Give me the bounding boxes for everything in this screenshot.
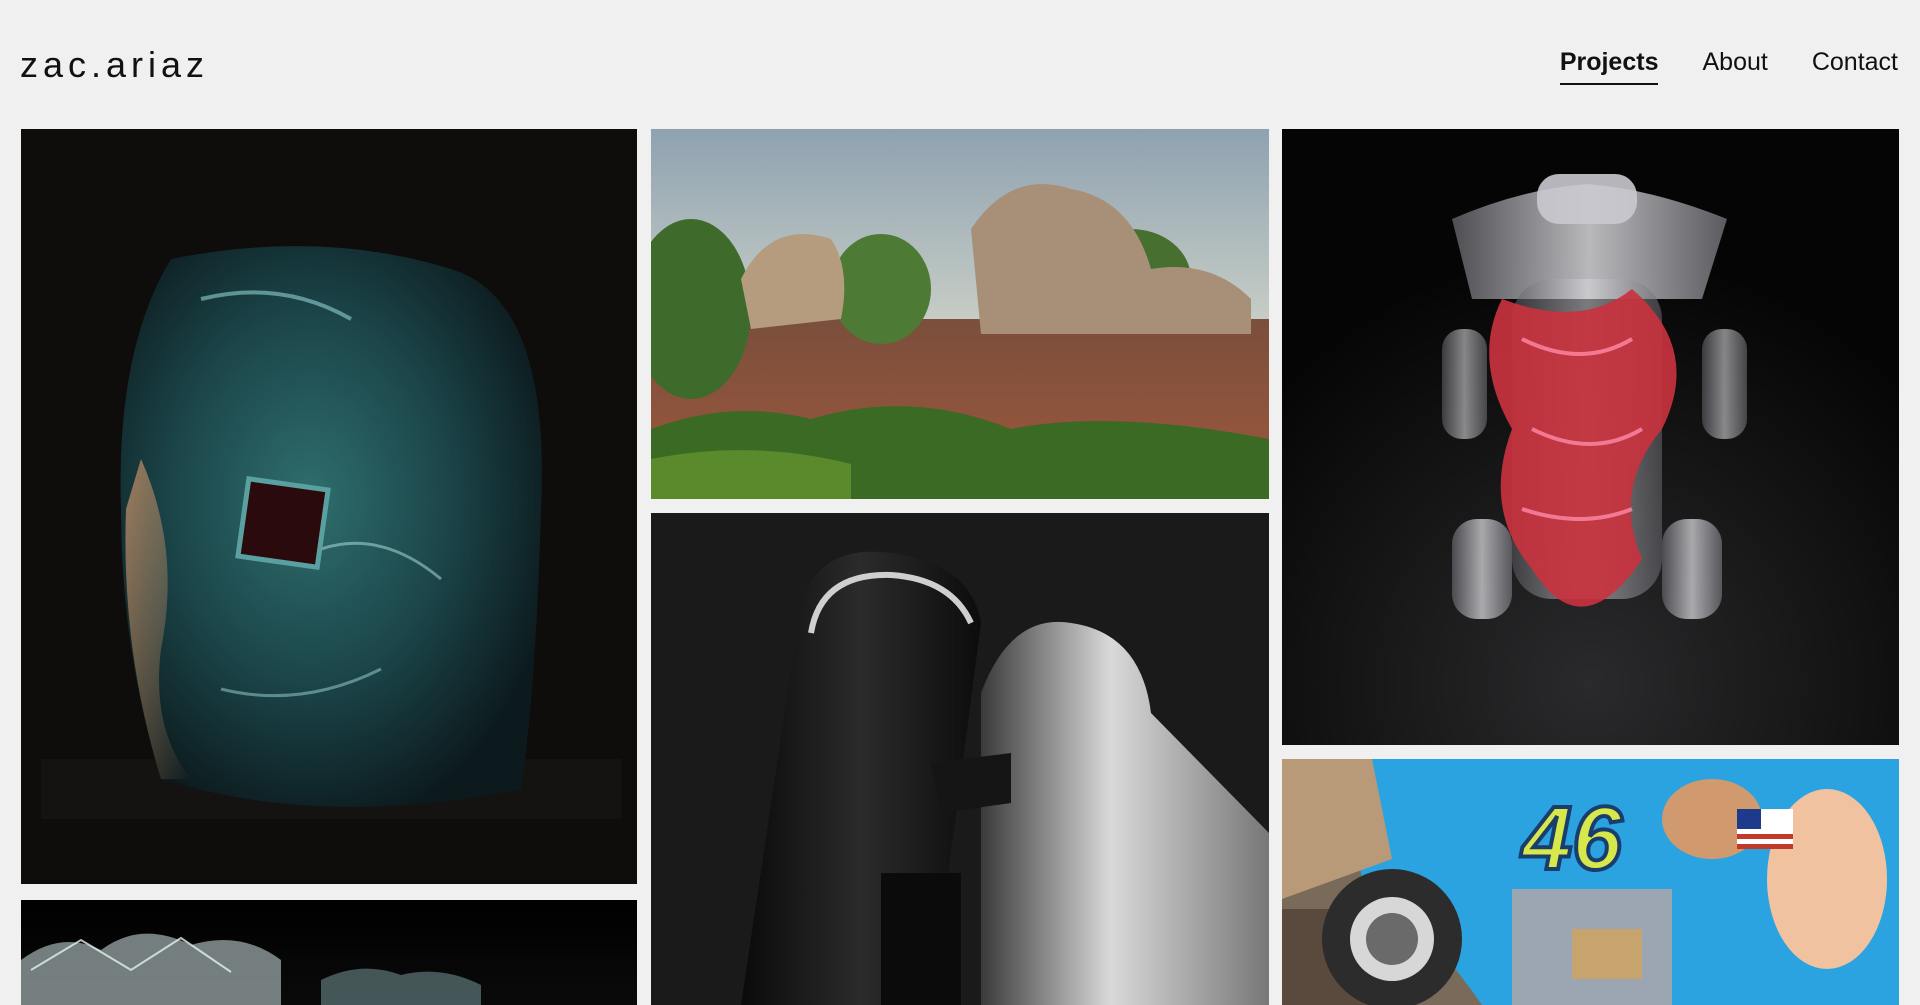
liquid-teal-sculpture-image (21, 129, 637, 884)
project-tile-collage-46[interactable]: 46 (1282, 759, 1899, 1005)
project-tile-metal-cylinders[interactable] (651, 513, 1269, 1005)
site-logo[interactable]: zac.ariaz (20, 44, 210, 85)
nav-contact[interactable]: Contact (1811, 48, 1898, 76)
site-header: zac.ariaz Projects About Contact (0, 0, 1920, 128)
nav-about[interactable]: About (1702, 48, 1768, 76)
flooded-landscape-image (651, 129, 1269, 499)
main-nav: Projects About Contact (1559, 48, 1898, 85)
project-tile-crystal-glass-strip[interactable] (21, 900, 637, 1005)
collage-badge-text: 46 (1520, 789, 1623, 889)
metal-cylinders-image (651, 513, 1269, 1005)
project-tile-liquid-teal-sculpture[interactable] (21, 129, 637, 884)
project-tile-glass-robot-coral[interactable] (1282, 129, 1899, 745)
collage-46-image: 46 (1282, 759, 1899, 1005)
project-tile-flooded-landscape[interactable] (651, 129, 1269, 499)
nav-projects[interactable]: Projects (1559, 48, 1659, 85)
crystal-glass-image (21, 900, 637, 1005)
glass-robot-coral-image (1282, 129, 1899, 745)
